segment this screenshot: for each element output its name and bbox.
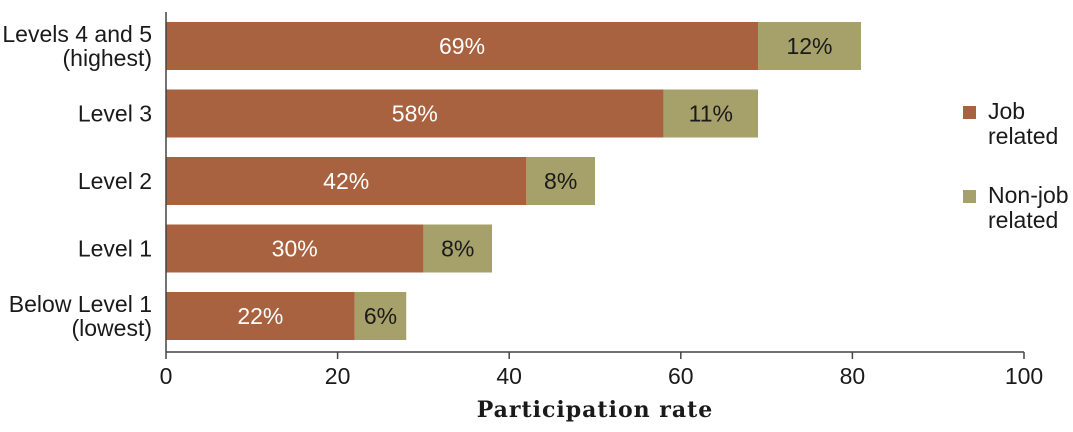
bar-value-label: 58% xyxy=(392,101,438,127)
x-tick-label: 80 xyxy=(840,363,866,389)
bar-value-label: 22% xyxy=(237,303,283,329)
legend-label: related xyxy=(988,123,1058,149)
legend-label: Job xyxy=(988,98,1025,124)
x-tick-label: 20 xyxy=(325,363,351,389)
bar-job-related-0 xyxy=(166,22,759,70)
bar-job-related-4 xyxy=(166,292,355,340)
x-axis-ticks: 0 20 40 60 80 100 xyxy=(160,352,1043,389)
category-label: (lowest) xyxy=(71,315,152,341)
bar-non-job-related-1 xyxy=(663,89,759,138)
x-axis xyxy=(165,12,1024,353)
category-label: Levels 4 and 5 xyxy=(2,21,152,47)
bar-value-label: 42% xyxy=(323,168,369,194)
category-label: Level 2 xyxy=(78,168,152,194)
category-labels-layer: Levels 4 and 5(highest) Level 3 Level 2 Lev… xyxy=(2,21,152,341)
bar-value-label: 69% xyxy=(439,33,485,59)
category-label: Below Level 1 xyxy=(9,291,152,317)
bar-value-label: 8% xyxy=(544,168,577,194)
bar-value-label: 6% xyxy=(364,303,397,329)
bar-value-label: 30% xyxy=(272,236,318,262)
x-tick-label: 40 xyxy=(496,363,522,389)
category-label: Level 1 xyxy=(78,236,152,262)
bars-layer: 69% 12% 58% 11% 42% 8% 30% 8% 22% 6% xyxy=(166,22,861,340)
bar-non-job-related-4 xyxy=(354,292,407,340)
bar-non-job-related-3 xyxy=(423,224,493,273)
bar-non-job-related-2 xyxy=(526,157,595,205)
x-tick-label: 60 xyxy=(668,363,694,389)
bar-job-related-1 xyxy=(166,89,664,138)
bar-job-related-2 xyxy=(166,157,527,205)
x-axis-title: Participation rate xyxy=(477,397,714,423)
category-label: Level 3 xyxy=(78,101,152,127)
legend-label: Non-job xyxy=(988,182,1069,208)
x-tick-label: 0 xyxy=(160,363,173,389)
legend-swatch-job-related xyxy=(963,106,976,119)
category-label: (highest) xyxy=(63,45,152,71)
bar-value-label: 8% xyxy=(441,236,474,262)
legend-label: related xyxy=(988,207,1058,233)
legend-swatch-non-job-related xyxy=(963,190,976,203)
bar-job-related-3 xyxy=(166,224,424,273)
bar-value-label: 12% xyxy=(786,33,832,59)
bar-value-label: 11% xyxy=(689,101,733,127)
x-tick-label: 100 xyxy=(1005,363,1043,389)
bar-non-job-related-0 xyxy=(758,22,861,70)
